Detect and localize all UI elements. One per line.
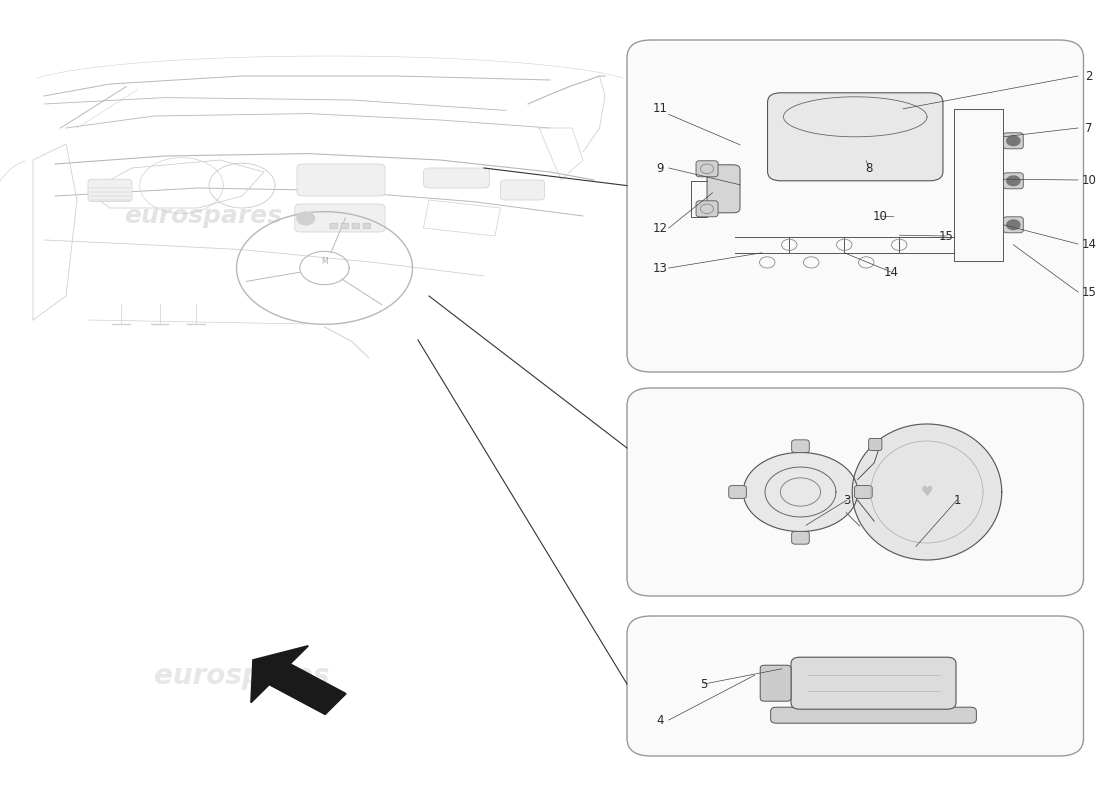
FancyBboxPatch shape [792,440,810,453]
Text: 11: 11 [652,102,668,114]
FancyBboxPatch shape [728,486,746,498]
FancyBboxPatch shape [771,707,977,723]
FancyBboxPatch shape [760,666,791,701]
FancyBboxPatch shape [341,223,349,229]
Text: 15: 15 [938,230,954,242]
FancyBboxPatch shape [1003,133,1023,149]
FancyBboxPatch shape [696,201,718,217]
FancyBboxPatch shape [352,223,360,229]
Text: eurospares: eurospares [154,662,330,690]
Text: 7: 7 [1086,122,1092,134]
FancyBboxPatch shape [627,616,1084,756]
Text: 9: 9 [657,162,663,174]
Text: ♥: ♥ [921,485,933,499]
Text: M: M [321,257,328,266]
Circle shape [1006,176,1020,186]
FancyBboxPatch shape [707,165,740,213]
FancyBboxPatch shape [627,40,1084,372]
FancyBboxPatch shape [1003,173,1023,189]
Text: 10: 10 [1081,174,1097,186]
Text: 15: 15 [1081,286,1097,298]
Circle shape [1006,220,1020,230]
Text: 14: 14 [883,266,899,278]
Text: 12: 12 [652,222,668,234]
FancyBboxPatch shape [1003,217,1023,233]
Text: eurospares: eurospares [124,204,283,228]
Polygon shape [251,646,345,714]
Text: 13: 13 [652,262,668,274]
Text: eurospares: eurospares [799,702,922,722]
FancyBboxPatch shape [792,531,810,544]
FancyBboxPatch shape [330,223,338,229]
Text: 8: 8 [866,162,872,174]
FancyBboxPatch shape [855,486,872,498]
FancyBboxPatch shape [297,164,385,196]
Text: 4: 4 [657,714,663,726]
Text: 10: 10 [872,210,888,222]
FancyBboxPatch shape [768,93,943,181]
Text: 5: 5 [701,678,707,690]
Text: 2: 2 [1086,70,1092,82]
Text: 3: 3 [844,494,850,506]
FancyBboxPatch shape [500,180,544,200]
FancyBboxPatch shape [627,388,1084,596]
FancyBboxPatch shape [424,168,490,188]
FancyBboxPatch shape [791,658,956,709]
Circle shape [297,212,315,225]
FancyBboxPatch shape [696,161,718,177]
Text: 1: 1 [954,494,960,506]
FancyBboxPatch shape [869,438,882,450]
Text: 14: 14 [1081,238,1097,250]
Polygon shape [744,453,858,531]
Circle shape [1006,136,1020,146]
FancyBboxPatch shape [295,204,385,232]
Polygon shape [852,424,1002,560]
FancyBboxPatch shape [363,223,371,229]
FancyBboxPatch shape [88,179,132,202]
Text: eurospares: eurospares [799,158,922,178]
